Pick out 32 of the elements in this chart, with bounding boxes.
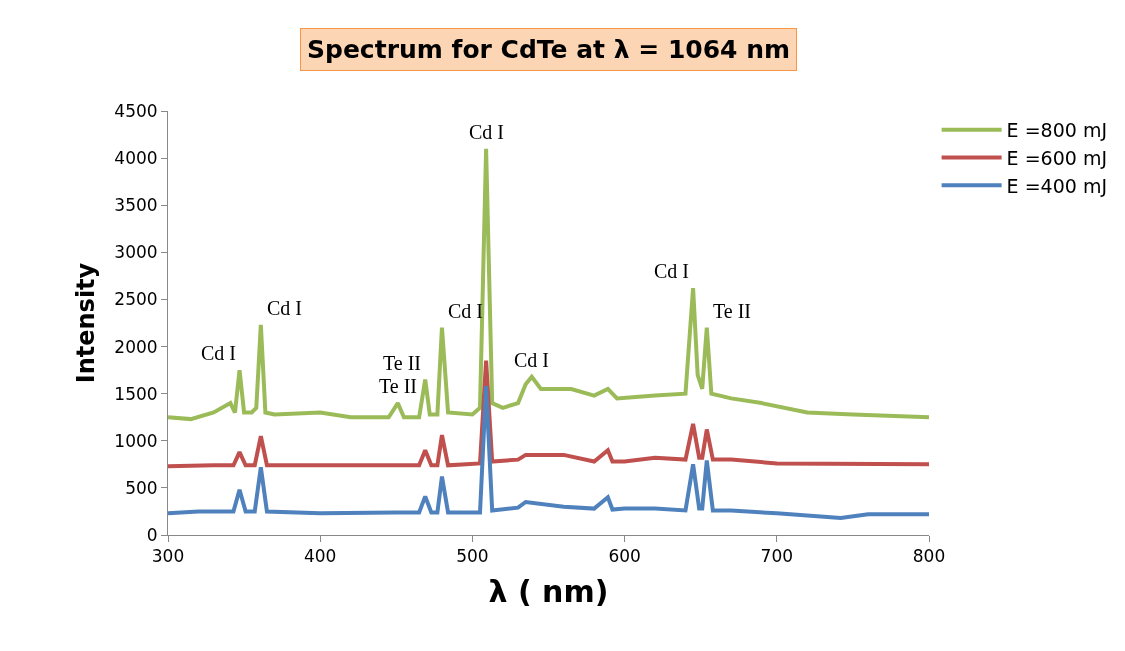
x-tick-label: 400 (303, 546, 337, 567)
annotation: Cd I (267, 297, 302, 319)
annotation: Cd I (448, 300, 483, 322)
legend-label: E =800 mJ (1006, 119, 1107, 142)
annotation: Cd I (514, 349, 549, 371)
annotation: Te II (713, 300, 752, 322)
line-series (168, 146, 929, 422)
annotation: Cd I (201, 342, 236, 364)
x-tick-label: 600 (608, 546, 641, 567)
y-tick-label: 3500 (114, 195, 158, 216)
legend-label: E =600 mJ (1006, 146, 1107, 169)
x-tick-label: 700 (760, 546, 794, 567)
x-axis-title: λ ( nm) (488, 573, 609, 609)
y-axis-title: Intensity (72, 262, 101, 384)
x-tick-label: 300 (151, 546, 185, 567)
y-tick-label: 2500 (114, 289, 158, 310)
x-tick-label: 500 (456, 546, 489, 567)
annotation: Cd I (654, 260, 689, 282)
annotation: Te II (383, 352, 422, 374)
y-tick-label: 0 (146, 524, 158, 545)
legend-label: E =400 mJ (1006, 174, 1107, 197)
x-tick-label: 800 (912, 546, 946, 567)
y-tick-label: 4000 (114, 148, 158, 169)
y-tick-label: 3000 (114, 242, 158, 263)
y-tick-label: 4500 (114, 100, 158, 121)
chart-title: Spectrum for CdTe at λ = 1064 nm (307, 35, 791, 64)
annotation: Te II (379, 375, 418, 397)
y-tick-label: 500 (125, 477, 158, 498)
y-tick-label: 2000 (114, 336, 158, 357)
y-tick-label: 1500 (114, 383, 158, 404)
annotation: Cd I (469, 121, 504, 143)
y-tick-label: 1000 (114, 430, 158, 451)
